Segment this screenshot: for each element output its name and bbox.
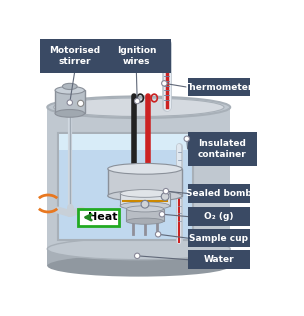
Bar <box>102 40 171 73</box>
Ellipse shape <box>62 83 77 89</box>
Ellipse shape <box>161 193 169 200</box>
Ellipse shape <box>155 232 161 237</box>
Bar <box>120 193 170 206</box>
Ellipse shape <box>108 163 182 174</box>
Bar <box>188 184 250 203</box>
Bar <box>40 40 109 73</box>
Ellipse shape <box>120 190 170 197</box>
Ellipse shape <box>120 202 170 210</box>
Bar <box>59 134 192 149</box>
Text: Water: Water <box>203 255 234 264</box>
Ellipse shape <box>47 96 230 118</box>
Text: Insulated
container: Insulated container <box>198 139 247 159</box>
Ellipse shape <box>47 252 230 274</box>
Ellipse shape <box>78 100 84 106</box>
Ellipse shape <box>126 206 164 212</box>
Ellipse shape <box>126 218 164 224</box>
Ellipse shape <box>184 136 189 142</box>
Ellipse shape <box>134 98 140 104</box>
Ellipse shape <box>47 255 230 276</box>
Ellipse shape <box>162 81 167 86</box>
Ellipse shape <box>163 188 169 194</box>
Ellipse shape <box>55 87 85 94</box>
Bar <box>78 209 119 226</box>
Bar <box>188 132 257 166</box>
Bar <box>188 229 250 247</box>
Text: Sealed bomb: Sealed bomb <box>186 189 251 198</box>
Ellipse shape <box>47 238 230 260</box>
Text: Thermometer: Thermometer <box>184 83 253 92</box>
Ellipse shape <box>67 100 72 105</box>
Bar <box>47 249 230 266</box>
Ellipse shape <box>159 211 165 217</box>
Bar <box>108 169 182 196</box>
Ellipse shape <box>54 98 224 117</box>
Bar <box>58 133 193 240</box>
Bar <box>188 251 250 269</box>
Text: Motorised
stirrer: Motorised stirrer <box>49 46 100 66</box>
Ellipse shape <box>134 253 140 258</box>
Ellipse shape <box>108 190 182 201</box>
Ellipse shape <box>141 200 149 208</box>
Text: Ignition
wires: Ignition wires <box>117 46 156 66</box>
Text: O₂ (g): O₂ (g) <box>204 212 233 221</box>
Text: Heat: Heat <box>88 212 118 222</box>
Ellipse shape <box>55 110 85 117</box>
Bar <box>55 90 85 113</box>
Bar <box>47 107 230 263</box>
Bar <box>188 78 250 96</box>
Bar <box>188 207 250 226</box>
Text: Sample cup: Sample cup <box>189 234 248 243</box>
Bar <box>126 209 164 221</box>
